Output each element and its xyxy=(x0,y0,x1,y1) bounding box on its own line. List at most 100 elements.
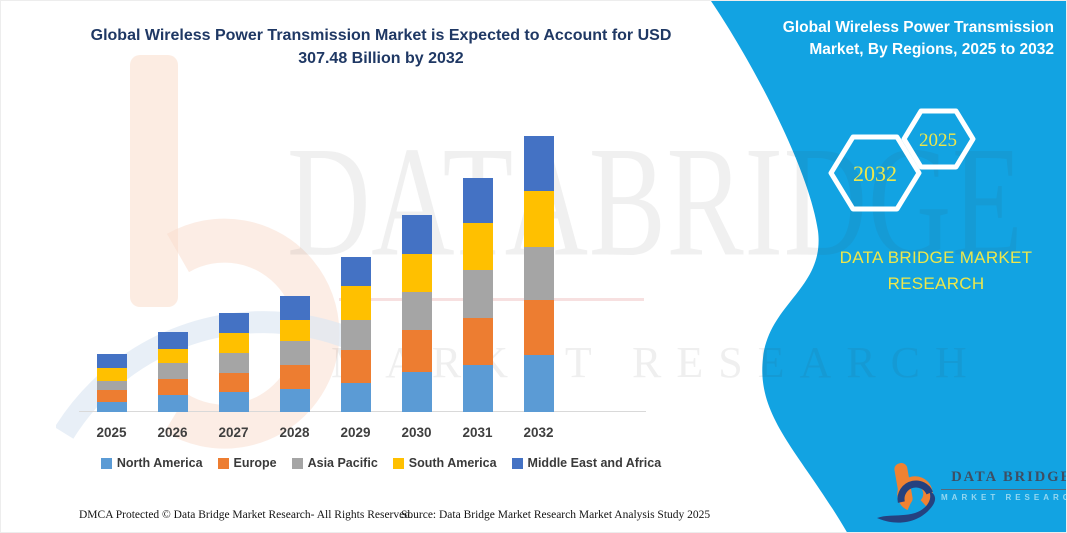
bar-segment-europe xyxy=(218,372,249,393)
hexagon-2025-label: 2025 xyxy=(919,130,957,151)
hexagon-2032 xyxy=(828,134,922,212)
bar-segment-south-america xyxy=(523,191,554,247)
bar-segment-europe xyxy=(279,365,310,389)
bar-group-2032 xyxy=(523,135,554,412)
bar-segment-middle-east-and-africa xyxy=(340,256,371,286)
bar-segment-europe xyxy=(340,350,371,384)
bar-segment-middle-east-and-africa xyxy=(96,354,127,368)
legend-label: Asia Pacific xyxy=(307,456,378,470)
bar-segment-europe xyxy=(462,317,493,366)
legend-swatch-icon xyxy=(392,457,404,469)
logo-swoosh xyxy=(877,491,936,523)
bar-segment-north-america xyxy=(401,371,432,412)
legend-label: North America xyxy=(116,456,203,470)
legend-item-middle-east-and-africa: Middle East and Africa xyxy=(511,456,662,470)
panel-brand-line1: DATA BRIDGE MARKET xyxy=(839,248,1033,267)
hexagon-2025 xyxy=(901,108,976,170)
bar-segment-north-america xyxy=(279,388,310,412)
bar-segment-south-america xyxy=(462,223,493,271)
legend-item-europe: Europe xyxy=(217,456,277,470)
bar-segment-asia-pacific xyxy=(401,291,432,331)
panel-brand-line2: RESEARCH xyxy=(887,274,985,293)
legend-label: Europe xyxy=(233,456,277,470)
bar-segment-north-america xyxy=(96,402,127,412)
legend-label: South America xyxy=(408,456,497,470)
bar-group-2031 xyxy=(462,177,493,412)
x-axis-label-2031: 2031 xyxy=(462,425,493,440)
bar-group-2028 xyxy=(279,295,310,412)
bar-segment-north-america xyxy=(462,365,493,412)
bar-group-2025 xyxy=(96,354,127,412)
bar-group-2027 xyxy=(218,312,249,412)
bar-segment-south-america xyxy=(96,367,127,381)
chart-title: Global Wireless Power Transmission Marke… xyxy=(56,24,706,70)
bar-segment-asia-pacific xyxy=(523,246,554,300)
bar-segment-south-america xyxy=(218,333,249,353)
bar-segment-middle-east-and-africa xyxy=(401,214,432,255)
bar-segment-north-america xyxy=(340,383,371,412)
bar-group-2030 xyxy=(401,214,432,412)
legend-swatch-icon xyxy=(100,457,112,469)
bar-segment-south-america xyxy=(157,349,188,364)
chart-title-line1: Global Wireless Power Transmission Marke… xyxy=(90,27,672,44)
footer-copyright: DMCA Protected © Data Bridge Market Rese… xyxy=(79,509,413,521)
bar-segment-south-america xyxy=(401,254,432,292)
legend-swatch-icon xyxy=(511,457,523,469)
panel-brand-text: DATA BRIDGE MARKET RESEARCH xyxy=(811,245,1061,297)
x-axis-label-2025: 2025 xyxy=(96,425,127,440)
side-panel-title-line1: Global Wireless Power Transmission xyxy=(782,19,1054,36)
bar-segment-middle-east-and-africa xyxy=(218,312,249,334)
bar-segment-europe xyxy=(401,330,432,372)
x-axis-label-2027: 2027 xyxy=(218,425,249,440)
bar-segment-north-america xyxy=(523,355,554,412)
x-axis-label-2032: 2032 xyxy=(523,425,554,440)
legend-swatch-icon xyxy=(291,457,303,469)
bar-segment-south-america xyxy=(279,319,310,342)
footer-source: Source: Data Bridge Market Research Mark… xyxy=(401,509,711,521)
bar-segment-middle-east-and-africa xyxy=(279,295,310,320)
bar-segment-middle-east-and-africa xyxy=(462,177,493,224)
bar-segment-asia-pacific xyxy=(96,380,127,390)
logo-subtitle: MARKET RESEARCH xyxy=(941,493,1066,502)
hexagon-2032-label: 2032 xyxy=(853,161,897,186)
side-panel-title-line2: Market, By Regions, 2025 to 2032 xyxy=(809,41,1054,58)
bar-segment-north-america xyxy=(218,392,249,412)
x-axis-label-2028: 2028 xyxy=(279,425,310,440)
legend-label: Middle East and Africa xyxy=(527,456,662,470)
bar-segment-europe xyxy=(96,389,127,403)
x-axis-label-2030: 2030 xyxy=(401,425,432,440)
chart-legend: North America Europe Asia Pacific South Ame… xyxy=(41,456,721,470)
side-panel-title: Global Wireless Power Transmission Marke… xyxy=(724,17,1054,61)
bar-segment-middle-east-and-africa xyxy=(523,135,554,192)
legend-item-south-america: South America xyxy=(392,456,497,470)
legend-item-north-america: North America xyxy=(100,456,203,470)
bar-group-2029 xyxy=(340,256,371,412)
bar-segment-europe xyxy=(157,378,188,395)
bar-segment-asia-pacific xyxy=(218,352,249,373)
x-axis-label-2026: 2026 xyxy=(157,425,188,440)
legend-item-asia-pacific: Asia Pacific xyxy=(291,456,378,470)
bar-segment-south-america xyxy=(340,285,371,320)
bar-segment-asia-pacific xyxy=(279,341,310,366)
bar-segment-asia-pacific xyxy=(157,363,188,379)
watermark-b-stem xyxy=(130,55,178,307)
teal-wave-shape xyxy=(711,1,1066,532)
bar-segment-middle-east-and-africa xyxy=(157,331,188,350)
data-bridge-logo-icon xyxy=(877,463,936,523)
watermark-sub-text: MARKET RESEARCH xyxy=(331,338,982,387)
x-axis-label-2029: 2029 xyxy=(340,425,371,440)
bar-segment-north-america xyxy=(157,394,188,412)
bar-segment-europe xyxy=(523,299,554,356)
bar-segment-asia-pacific xyxy=(462,270,493,318)
bar-segment-asia-pacific xyxy=(340,319,371,351)
chart-title-line2: 307.48 Billion by 2032 xyxy=(298,50,464,67)
logo-d-ring xyxy=(897,480,935,518)
legend-swatch-icon xyxy=(217,457,229,469)
logo-name: DATA BRIDGE xyxy=(941,469,1066,490)
logo-wordmark: DATA BRIDGE MARKET RESEARCH xyxy=(941,469,1066,502)
bar-group-2026 xyxy=(157,331,188,412)
